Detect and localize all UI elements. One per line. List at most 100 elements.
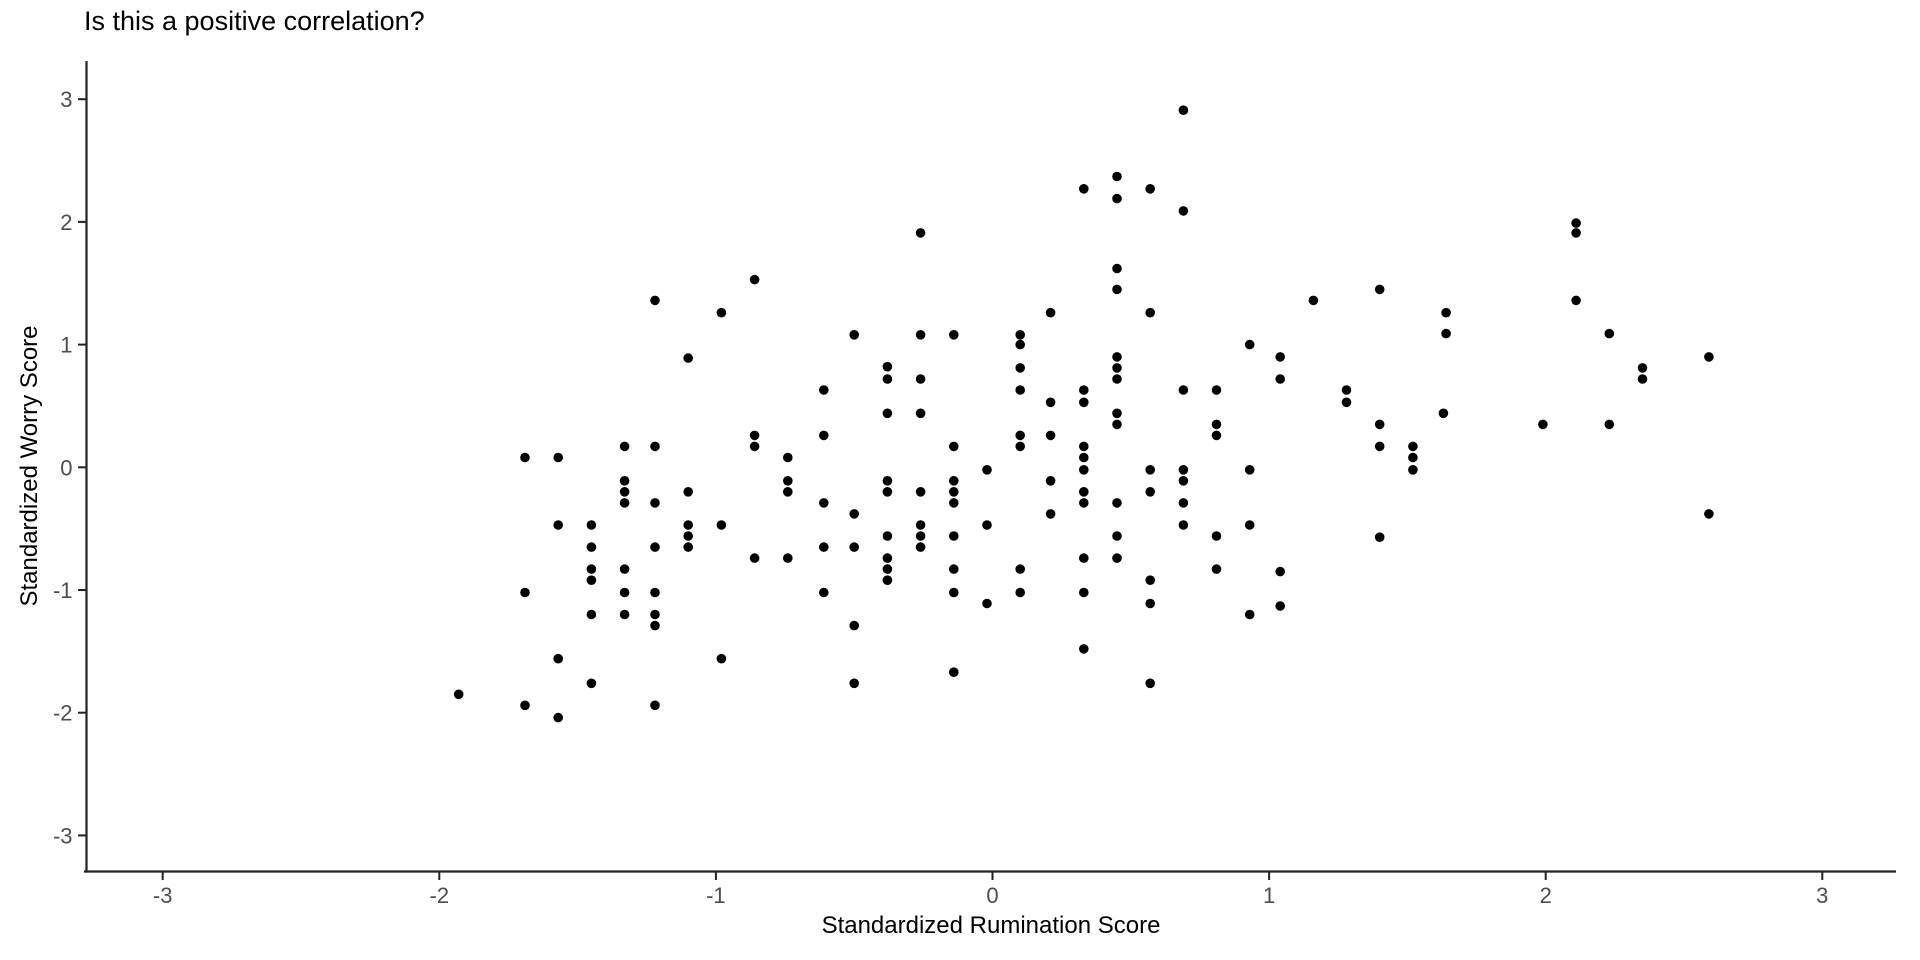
data-point — [683, 531, 693, 541]
data-point — [783, 476, 793, 486]
data-point — [949, 498, 959, 508]
data-point — [1438, 408, 1449, 419]
data-point — [650, 441, 660, 452]
data-point — [1112, 408, 1122, 419]
x-tick-label: 3 — [1816, 883, 1828, 908]
data-point — [849, 542, 859, 552]
x-axis-title: Standardized Rumination Score — [821, 912, 1161, 939]
data-point — [716, 653, 727, 664]
data-point — [1374, 441, 1385, 452]
data-point — [749, 430, 760, 441]
data-point — [586, 564, 597, 574]
data-point — [1178, 465, 1189, 475]
data-point — [949, 587, 959, 598]
data-point — [1408, 452, 1418, 463]
data-point — [1604, 419, 1615, 430]
y-tick-label: -1 — [53, 578, 73, 603]
data-point — [1244, 609, 1255, 620]
data-point — [1275, 601, 1285, 611]
data-point — [882, 553, 893, 563]
data-point — [749, 274, 760, 285]
data-point — [1045, 397, 1056, 408]
data-point — [915, 487, 926, 497]
data-point — [520, 700, 530, 711]
data-point — [1079, 498, 1089, 508]
data-point — [586, 575, 597, 585]
data-point — [1112, 193, 1122, 204]
data-point — [619, 441, 630, 452]
data-point — [1441, 307, 1451, 318]
data-point — [1112, 363, 1122, 373]
data-point — [1604, 328, 1615, 339]
y-axis-title: Standardized Worry Score — [16, 325, 43, 607]
data-point — [619, 609, 630, 620]
data-point — [1178, 385, 1189, 395]
data-point — [619, 487, 630, 497]
data-point — [586, 609, 597, 620]
data-point — [1408, 441, 1418, 452]
data-point — [949, 441, 959, 452]
data-point — [1211, 430, 1222, 441]
data-point — [882, 476, 893, 486]
data-point — [882, 361, 893, 372]
data-point — [1079, 553, 1089, 563]
data-point — [650, 498, 660, 508]
data-point — [949, 487, 959, 497]
data-point — [650, 609, 660, 620]
data-point — [520, 587, 530, 598]
data-point — [553, 520, 563, 530]
data-point — [819, 385, 829, 395]
data-point — [1079, 441, 1089, 452]
data-point — [1178, 206, 1189, 216]
x-tick-label: -3 — [153, 883, 173, 908]
chart-title: Is this a positive correlation? — [84, 6, 425, 36]
x-tick-label: -1 — [706, 883, 726, 908]
data-point — [619, 564, 630, 574]
data-point — [1571, 295, 1581, 306]
data-point — [1211, 531, 1222, 541]
data-point — [1015, 587, 1025, 598]
data-point — [1112, 553, 1122, 563]
data-point — [749, 441, 760, 452]
data-point — [849, 678, 859, 689]
x-tick-label: -2 — [430, 883, 450, 908]
data-point — [849, 509, 859, 519]
data-point — [1112, 263, 1122, 274]
data-point — [619, 476, 630, 486]
data-point — [1244, 339, 1255, 350]
data-point — [783, 452, 793, 463]
data-point — [1275, 566, 1285, 577]
data-point — [1275, 374, 1285, 384]
y-tick-label: 3 — [60, 87, 72, 112]
data-point — [1637, 374, 1648, 384]
data-point — [1178, 105, 1189, 115]
data-point — [650, 700, 660, 711]
data-point — [453, 689, 464, 700]
data-point — [586, 542, 597, 552]
data-point — [1112, 352, 1122, 362]
data-point — [1145, 678, 1155, 689]
x-tick-label: 2 — [1540, 883, 1552, 908]
data-point — [716, 307, 727, 318]
data-point — [1571, 228, 1581, 238]
data-point — [683, 520, 693, 530]
data-point — [683, 542, 693, 552]
data-point — [1015, 430, 1025, 441]
y-tick-label: 2 — [60, 210, 72, 235]
data-point — [949, 330, 959, 340]
data-point — [819, 498, 829, 508]
data-point — [915, 228, 926, 238]
data-point — [1112, 498, 1122, 508]
data-point — [1374, 284, 1385, 295]
data-point — [1308, 295, 1319, 306]
data-point — [849, 620, 859, 631]
data-point — [1178, 520, 1189, 530]
data-point — [1112, 171, 1122, 182]
data-point — [1112, 531, 1122, 541]
y-tick-label: 0 — [60, 455, 72, 480]
data-point — [619, 498, 630, 508]
data-point — [1704, 509, 1714, 519]
data-point — [1637, 363, 1648, 373]
data-point — [1045, 509, 1056, 519]
data-point — [915, 330, 926, 340]
